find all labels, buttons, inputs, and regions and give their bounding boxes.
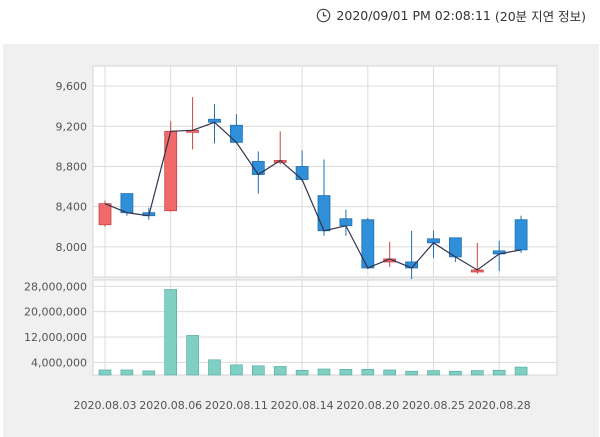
candle-down <box>120 193 134 214</box>
volume-bar <box>405 370 418 376</box>
candle-up <box>164 130 178 212</box>
candle-down <box>229 124 243 143</box>
volume-bar <box>252 365 265 376</box>
price-plot-area <box>92 65 558 278</box>
volume-bar <box>361 368 375 376</box>
volume-bar <box>230 364 243 376</box>
price-tick-label: 8,000 <box>56 241 88 254</box>
volume-bar <box>273 366 287 376</box>
candle-down <box>295 166 309 180</box>
delay-note: (20분 지연 정보) <box>494 9 586 24</box>
volume-bar <box>427 370 440 376</box>
candle-down <box>514 219 528 251</box>
volume-bar <box>514 366 528 376</box>
price-tick-label: 8,400 <box>56 201 88 214</box>
date-tick-label: 2020.08.06 <box>139 399 202 412</box>
volume-bar <box>449 370 462 376</box>
timestamp-text: 2020/09/01 PM 02:08:11 <box>336 8 491 23</box>
volume-bar <box>120 369 134 376</box>
volume-bar <box>98 369 112 376</box>
volume-bar <box>186 335 199 376</box>
volume-tick-label: 28,000,000 <box>24 280 87 293</box>
price-tick-label: 9,600 <box>56 80 88 93</box>
volume-bar <box>164 289 177 376</box>
volume-bar <box>470 370 484 376</box>
volume-bar <box>339 368 353 376</box>
date-tick-label: 2020.08.14 <box>271 399 334 412</box>
volume-bar <box>142 370 156 376</box>
date-tick-label: 2020.08.20 <box>336 399 399 412</box>
volume-plot-area <box>92 279 558 376</box>
date-tick-label: 2020.08.03 <box>74 399 137 412</box>
close-price-line <box>104 121 522 271</box>
candle-down <box>317 195 331 232</box>
stock-chart: 8,000 8,400 8,800 9,200 9,600 4,000,000 12,000… <box>24 65 558 412</box>
candle-up <box>98 203 112 226</box>
clock-icon <box>317 8 331 23</box>
volume-bar <box>317 368 331 376</box>
volume-tick-label: 20,000,000 <box>24 306 87 319</box>
volume-tick-label: 4,000,000 <box>31 356 87 369</box>
price-tick-label: 8,800 <box>56 160 88 173</box>
date-tick-label: 2020.08.25 <box>402 399 465 412</box>
volume-bar <box>492 369 506 376</box>
volume-tick-label: 12,000,000 <box>24 331 87 344</box>
candle-down <box>339 218 353 227</box>
volume-bar <box>208 359 221 376</box>
volume-bar <box>383 369 397 376</box>
date-tick-label: 2020.08.28 <box>468 399 531 412</box>
chart-panel: 8,000 8,400 8,800 9,200 9,600 4,000,000 12,000… <box>3 44 599 437</box>
volume-bar <box>295 369 309 376</box>
price-tick-label: 9,200 <box>56 120 88 133</box>
timestamp-header: 2020/09/01 PM 02:08:11 (20분 지연 정보) <box>316 6 586 25</box>
date-tick-label: 2020.08.11 <box>205 399 268 412</box>
